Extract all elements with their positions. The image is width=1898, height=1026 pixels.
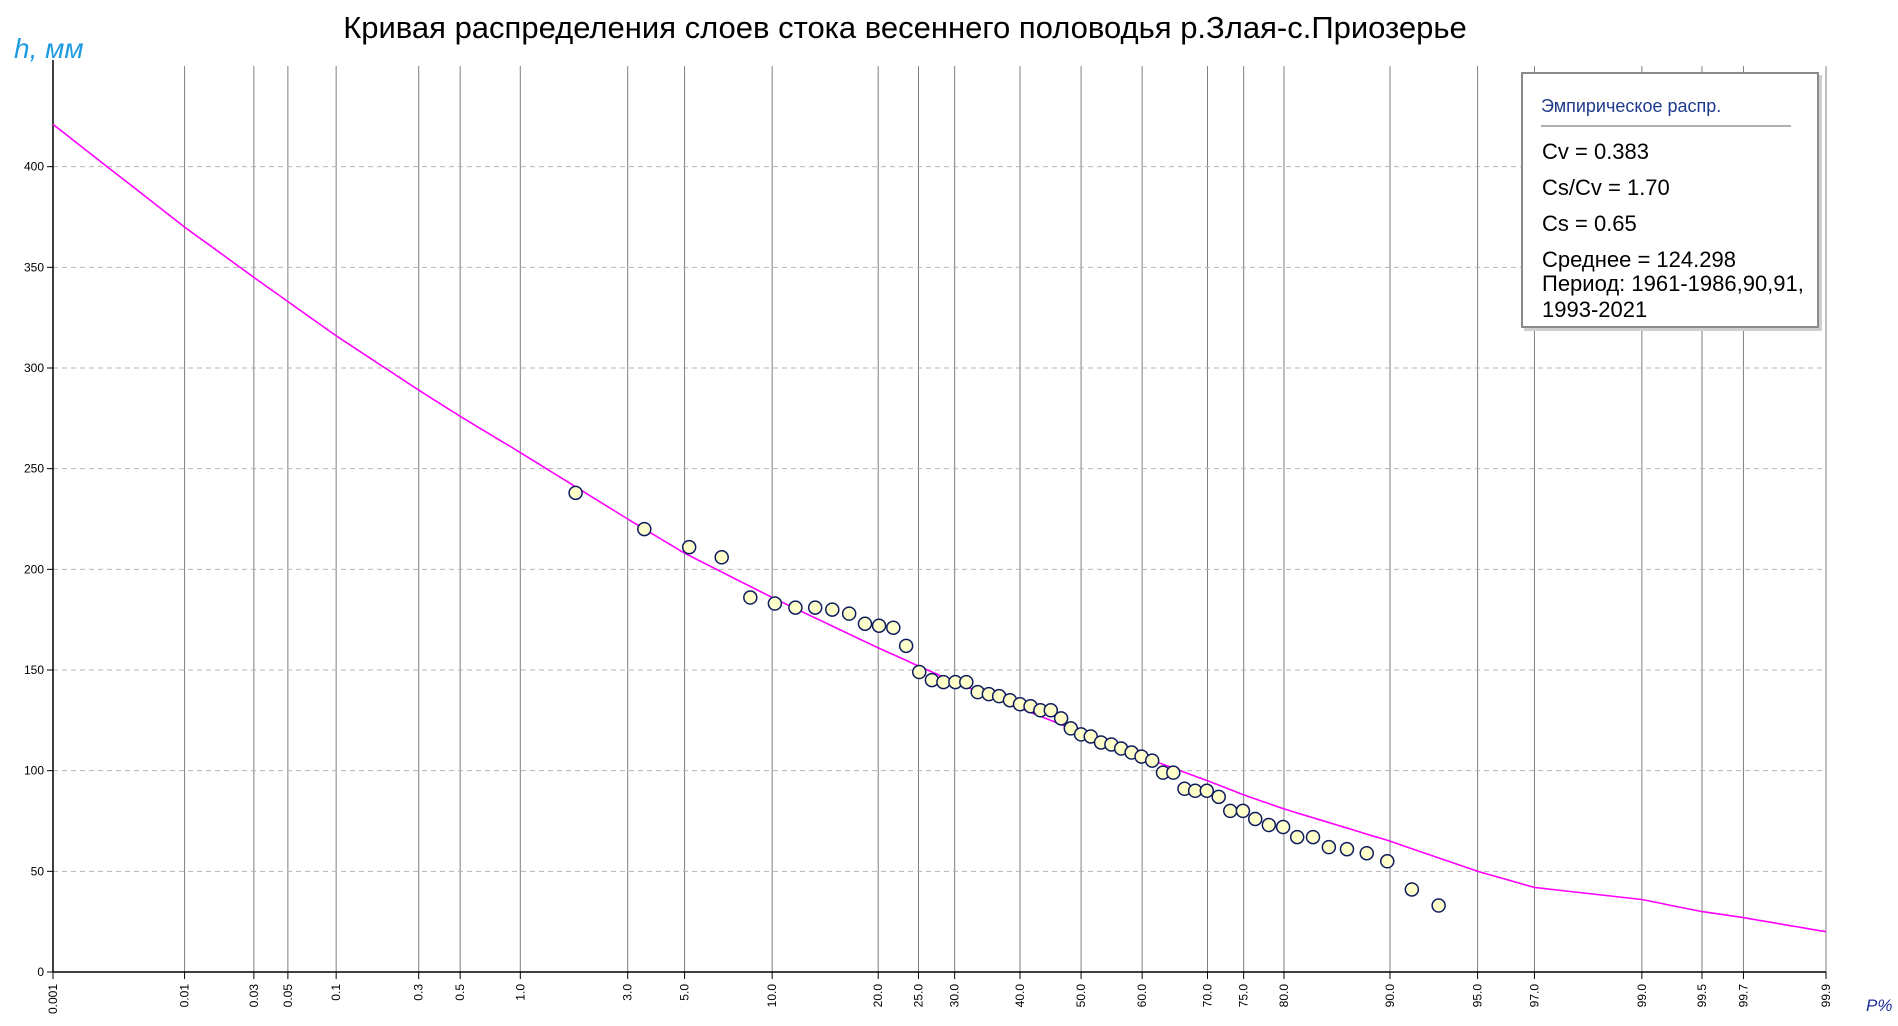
x-tick-label: 40.0 [1013,984,1027,1008]
x-tick-label: 99.9 [1819,984,1833,1008]
x-tick-label: 25.0 [911,984,925,1008]
data-point [1305,829,1321,845]
x-tick-label: 75.0 [1237,984,1251,1008]
y-tick-label: 0 [37,965,44,979]
x-tick-label: 90.0 [1383,984,1397,1008]
axes [47,60,1827,979]
y-tick-label: 400 [24,160,44,174]
data-point [788,600,803,615]
data-point [841,606,857,621]
legend-mean: Среднее = 124.298 [1542,247,1736,272]
data-point [1211,789,1226,805]
x-tick-label: 30.0 [948,984,962,1008]
y-tick-label: 350 [24,260,44,274]
legend-cs-cv: Cs/Cv = 1.70 [1542,175,1670,200]
data-point [871,618,887,633]
x-tick-label: 99.0 [1635,984,1649,1008]
y-tick-label: 150 [24,663,44,677]
data-point [1235,803,1251,819]
x-tick-labels: 0.001 0.01 0.03 0.05 0.1 0.3 0.5 1.0 3.0 5.0 10.0 2… [46,984,1833,1014]
data-point [1275,819,1291,835]
legend-cs: Cs = 0.65 [1542,211,1637,236]
x-tick-label: 0.05 [281,984,295,1008]
x-tick-label: 99.5 [1695,984,1709,1008]
data-point [743,590,758,605]
data-point [1359,845,1374,861]
data-point [924,672,940,688]
data-point [1261,817,1277,833]
y-tick-label: 200 [24,562,44,576]
empirical-points [568,485,1446,913]
data-point [1321,839,1337,855]
x-tick-label: 0.03 [247,984,261,1008]
data-point [1339,841,1355,857]
legend-period: Период: 1961-1986,90,91, [1542,271,1804,296]
x-tick-label: 10.0 [765,984,779,1008]
data-point [898,638,914,654]
data-point [714,550,729,565]
y-tick-label: 250 [24,462,44,476]
legend-cv: Cv = 0.383 [1542,139,1650,164]
data-point [1144,753,1160,768]
data-point [1247,811,1263,827]
x-tick-label: 60.0 [1135,984,1149,1008]
legend-box: Эмпирическое распр. Cv = 0.383 Cs/Cv = 1… [1521,72,1819,328]
data-point [767,596,783,611]
data-point [825,602,840,617]
data-point [1166,765,1181,780]
data-point [568,485,583,501]
data-point [1431,898,1446,913]
data-point [1404,882,1420,897]
x-axis-label: P% [1866,996,1892,1015]
x-tick-label: 50.0 [1074,984,1088,1008]
x-tick-label: 0.001 [46,984,60,1014]
x-tick-label: 80.0 [1277,984,1291,1008]
x-tick-label: 0.3 [412,984,426,1001]
x-tick-label: 99.7 [1736,984,1750,1008]
x-tick-label: 0.01 [178,984,192,1008]
data-point [936,674,951,690]
y-tick-labels: 0 50 100 150 200 250 300 350 400 [24,160,44,979]
data-point [857,616,873,631]
x-tick-label: 5.0 [678,984,692,1001]
data-point [911,664,927,680]
legend-header: Эмпирическое распр. [1541,96,1791,127]
x-tick-label: 70.0 [1200,984,1214,1008]
data-point [1223,803,1238,819]
data-point [637,521,652,537]
y-tick-label: 50 [31,864,45,878]
legend-period-cont: 1993-2021 [1542,297,1648,322]
data-point [1289,829,1305,845]
x-tick-label: 95.0 [1471,984,1485,1008]
data-point [807,600,823,615]
chart-title: Кривая распределения слоев стока весенне… [343,10,1467,45]
x-tick-label: 97.0 [1527,984,1541,1008]
x-tick-label: 3.0 [621,984,635,1001]
x-tick-label: 1.0 [513,984,527,1001]
y-tick-label: 300 [24,361,44,375]
data-point [681,539,697,555]
data-point [1043,703,1059,718]
x-tick-label: 0.1 [329,984,343,1001]
data-point [959,674,974,690]
x-tick-label: 0.5 [453,984,467,1001]
data-point [886,620,901,635]
data-point [1380,854,1395,869]
data-point [1199,783,1215,799]
data-point [1053,711,1069,726]
y-axis-label: h, мм [14,33,84,64]
x-tick-label: 20.0 [871,984,885,1008]
y-tick-label: 100 [24,764,44,778]
